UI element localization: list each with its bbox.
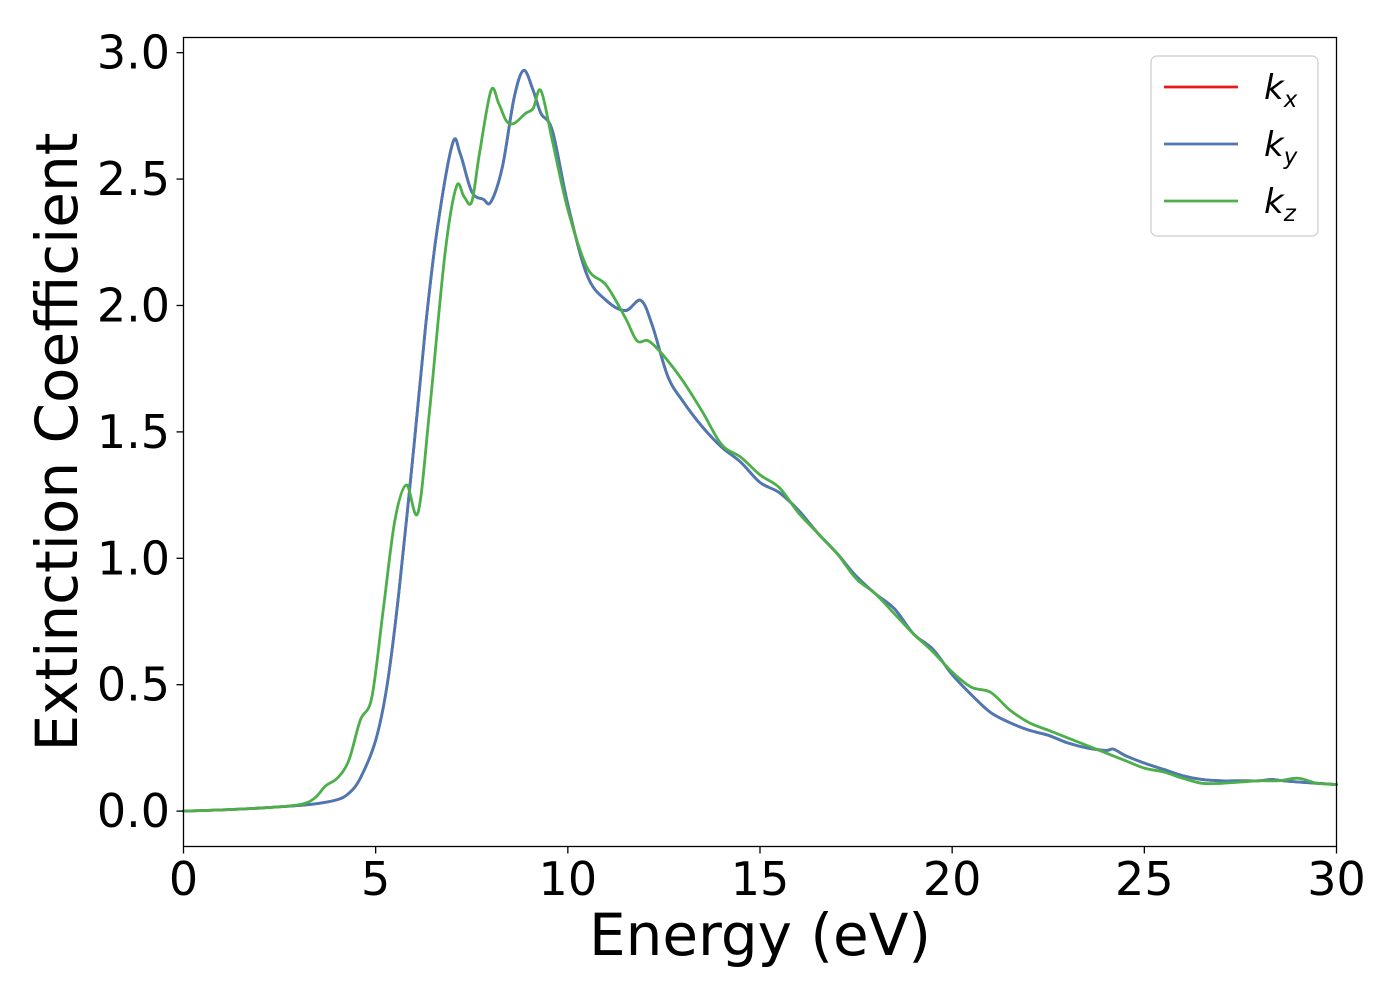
y-tick-label: 2.5: [97, 152, 170, 206]
series-layer: [182, 68, 1338, 813]
legend-label-y: ky: [1264, 125, 1298, 170]
y-tick-label: 2.0: [97, 278, 170, 332]
x-tick-label: 0: [169, 852, 198, 906]
y-tick-label: 0.0: [97, 784, 170, 838]
legend-label-z: kz: [1264, 182, 1297, 227]
x-tick-label: 30: [1307, 852, 1366, 906]
series-line-z: [182, 86, 1338, 813]
legend-label-x: kx: [1264, 68, 1298, 113]
y-tick-label: 0.5: [97, 658, 170, 712]
series-line-y: [182, 68, 1338, 813]
x-tick-label: 10: [539, 852, 598, 906]
legend-entries: kx ky kz: [1164, 68, 1298, 227]
x-axis-title: Energy (eV): [589, 901, 931, 969]
legend: kx ky kz: [1150, 55, 1319, 237]
y-tick-label: 1.0: [97, 531, 170, 585]
x-tick-label: 25: [1115, 852, 1174, 906]
y-tick-label: 1.5: [97, 405, 170, 459]
legend-box: [1150, 55, 1319, 237]
x-tick-label: 15: [731, 852, 790, 906]
ticks-layer: 0 5 10 15 20 25 30 0.0 0.5 1.0 1.5 2.0 2.5 3.0: [97, 26, 1366, 906]
y-tick-label: 3.0: [97, 26, 170, 80]
y-axis-title: Extinction Coefficient: [23, 133, 91, 752]
x-tick-label: 20: [923, 852, 982, 906]
x-tick-label: 5: [361, 852, 390, 906]
